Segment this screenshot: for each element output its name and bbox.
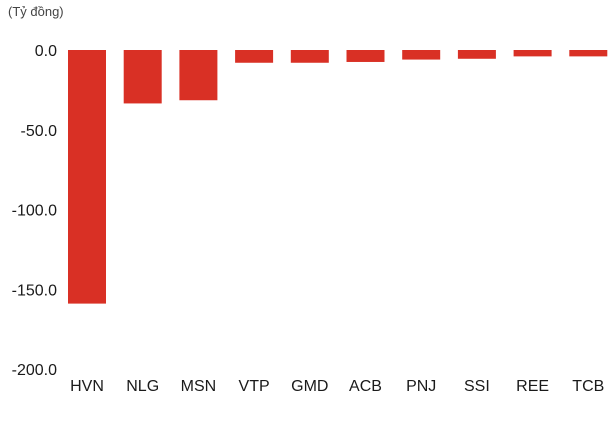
bar-acb	[346, 50, 385, 62]
x-tick-label: TCB	[572, 378, 604, 395]
x-tick-label: REE	[516, 378, 549, 395]
y-tick-label: 0.0	[35, 43, 57, 60]
unit-label: (Tỷ đồng)	[8, 4, 64, 19]
bar-pnj	[402, 50, 441, 60]
bar-tcb	[569, 50, 608, 57]
x-tick-label: ACB	[349, 378, 382, 395]
x-tick-label: HVN	[70, 378, 104, 395]
bar-hvn	[68, 50, 106, 304]
x-tick-label: SSI	[464, 378, 490, 395]
y-tick-label: -50.0	[21, 123, 58, 140]
x-tick-label: PNJ	[406, 378, 436, 395]
bar-msn	[179, 50, 218, 101]
bar-nlg	[123, 50, 162, 104]
x-tick-label: NLG	[126, 378, 159, 395]
x-tick-label: MSN	[181, 378, 217, 395]
y-tick-label: -200.0	[12, 362, 57, 379]
bar-vtp	[235, 50, 274, 63]
x-tick-label: VTP	[239, 378, 270, 395]
y-tick-label: -100.0	[12, 203, 57, 220]
bar-ssi	[457, 50, 496, 59]
x-tick-label: GMD	[291, 378, 328, 395]
bar-ree	[513, 50, 552, 57]
bar-gmd	[290, 50, 329, 63]
y-tick-label: -150.0	[12, 282, 57, 299]
